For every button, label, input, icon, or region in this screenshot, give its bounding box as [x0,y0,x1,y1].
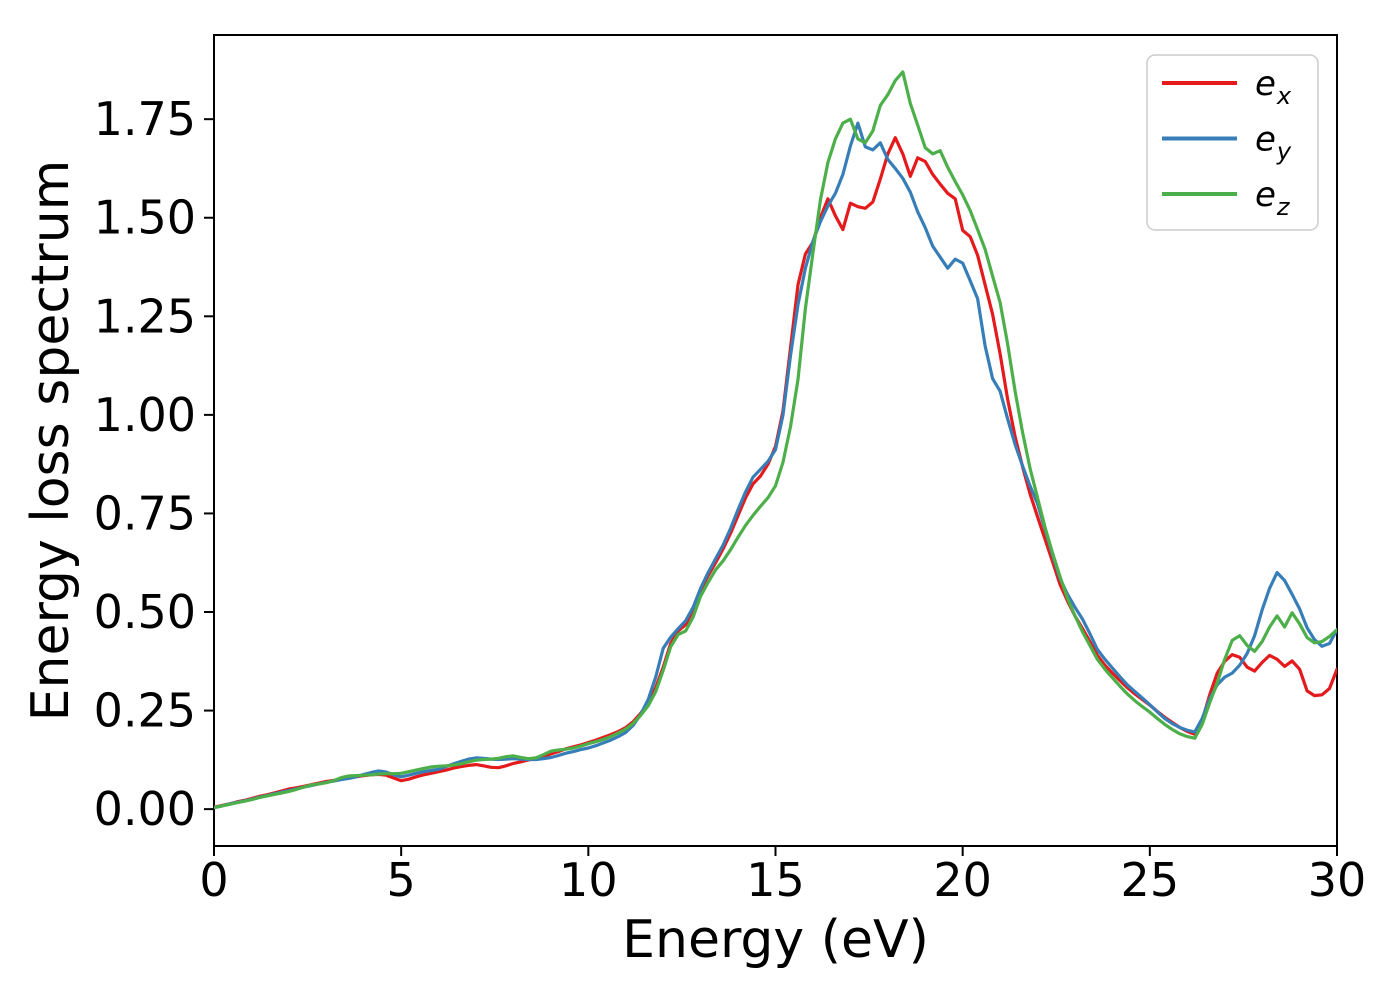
x-tick-label: 20 [933,853,992,907]
legend-box [1146,54,1319,231]
y-tick-label: 1.75 [94,92,196,146]
x-tick-label: 0 [199,853,228,907]
x-axis-title: Energy (eV) [622,910,929,970]
y-axis: 0.00 0.25 0.50 0.75 1.00 1.25 1.50 1.75 [94,92,214,836]
y-tick-label: 1.50 [94,191,196,245]
y-tick-label: 0.75 [94,486,196,540]
x-tick-label: 5 [387,853,416,907]
series-line-e_y [214,121,1337,810]
x-tick-label: 10 [559,853,618,907]
legend: ex ey ez [1146,54,1319,231]
y-tick-label: 0.25 [94,684,196,738]
y-tick-label: 0.50 [94,585,196,639]
legend-label-e_y: ey [1255,120,1292,166]
x-tick-label: 25 [1121,853,1180,907]
y-tick-label: 1.00 [94,388,196,442]
x-axis: 0 5 10 15 20 25 30 [199,846,1366,907]
series-group [214,70,1337,810]
x-tick-label: 15 [746,853,805,907]
series-line-e_z [214,70,1337,810]
legend-label-e_x: ex [1255,64,1292,110]
y-tick-label: 1.25 [94,289,196,343]
y-tick-label: 0.00 [94,782,196,836]
y-axis-title: Energy loss spectrum [21,160,81,722]
legend-label-e_z: ez [1255,175,1291,221]
x-tick-label: 30 [1308,853,1367,907]
